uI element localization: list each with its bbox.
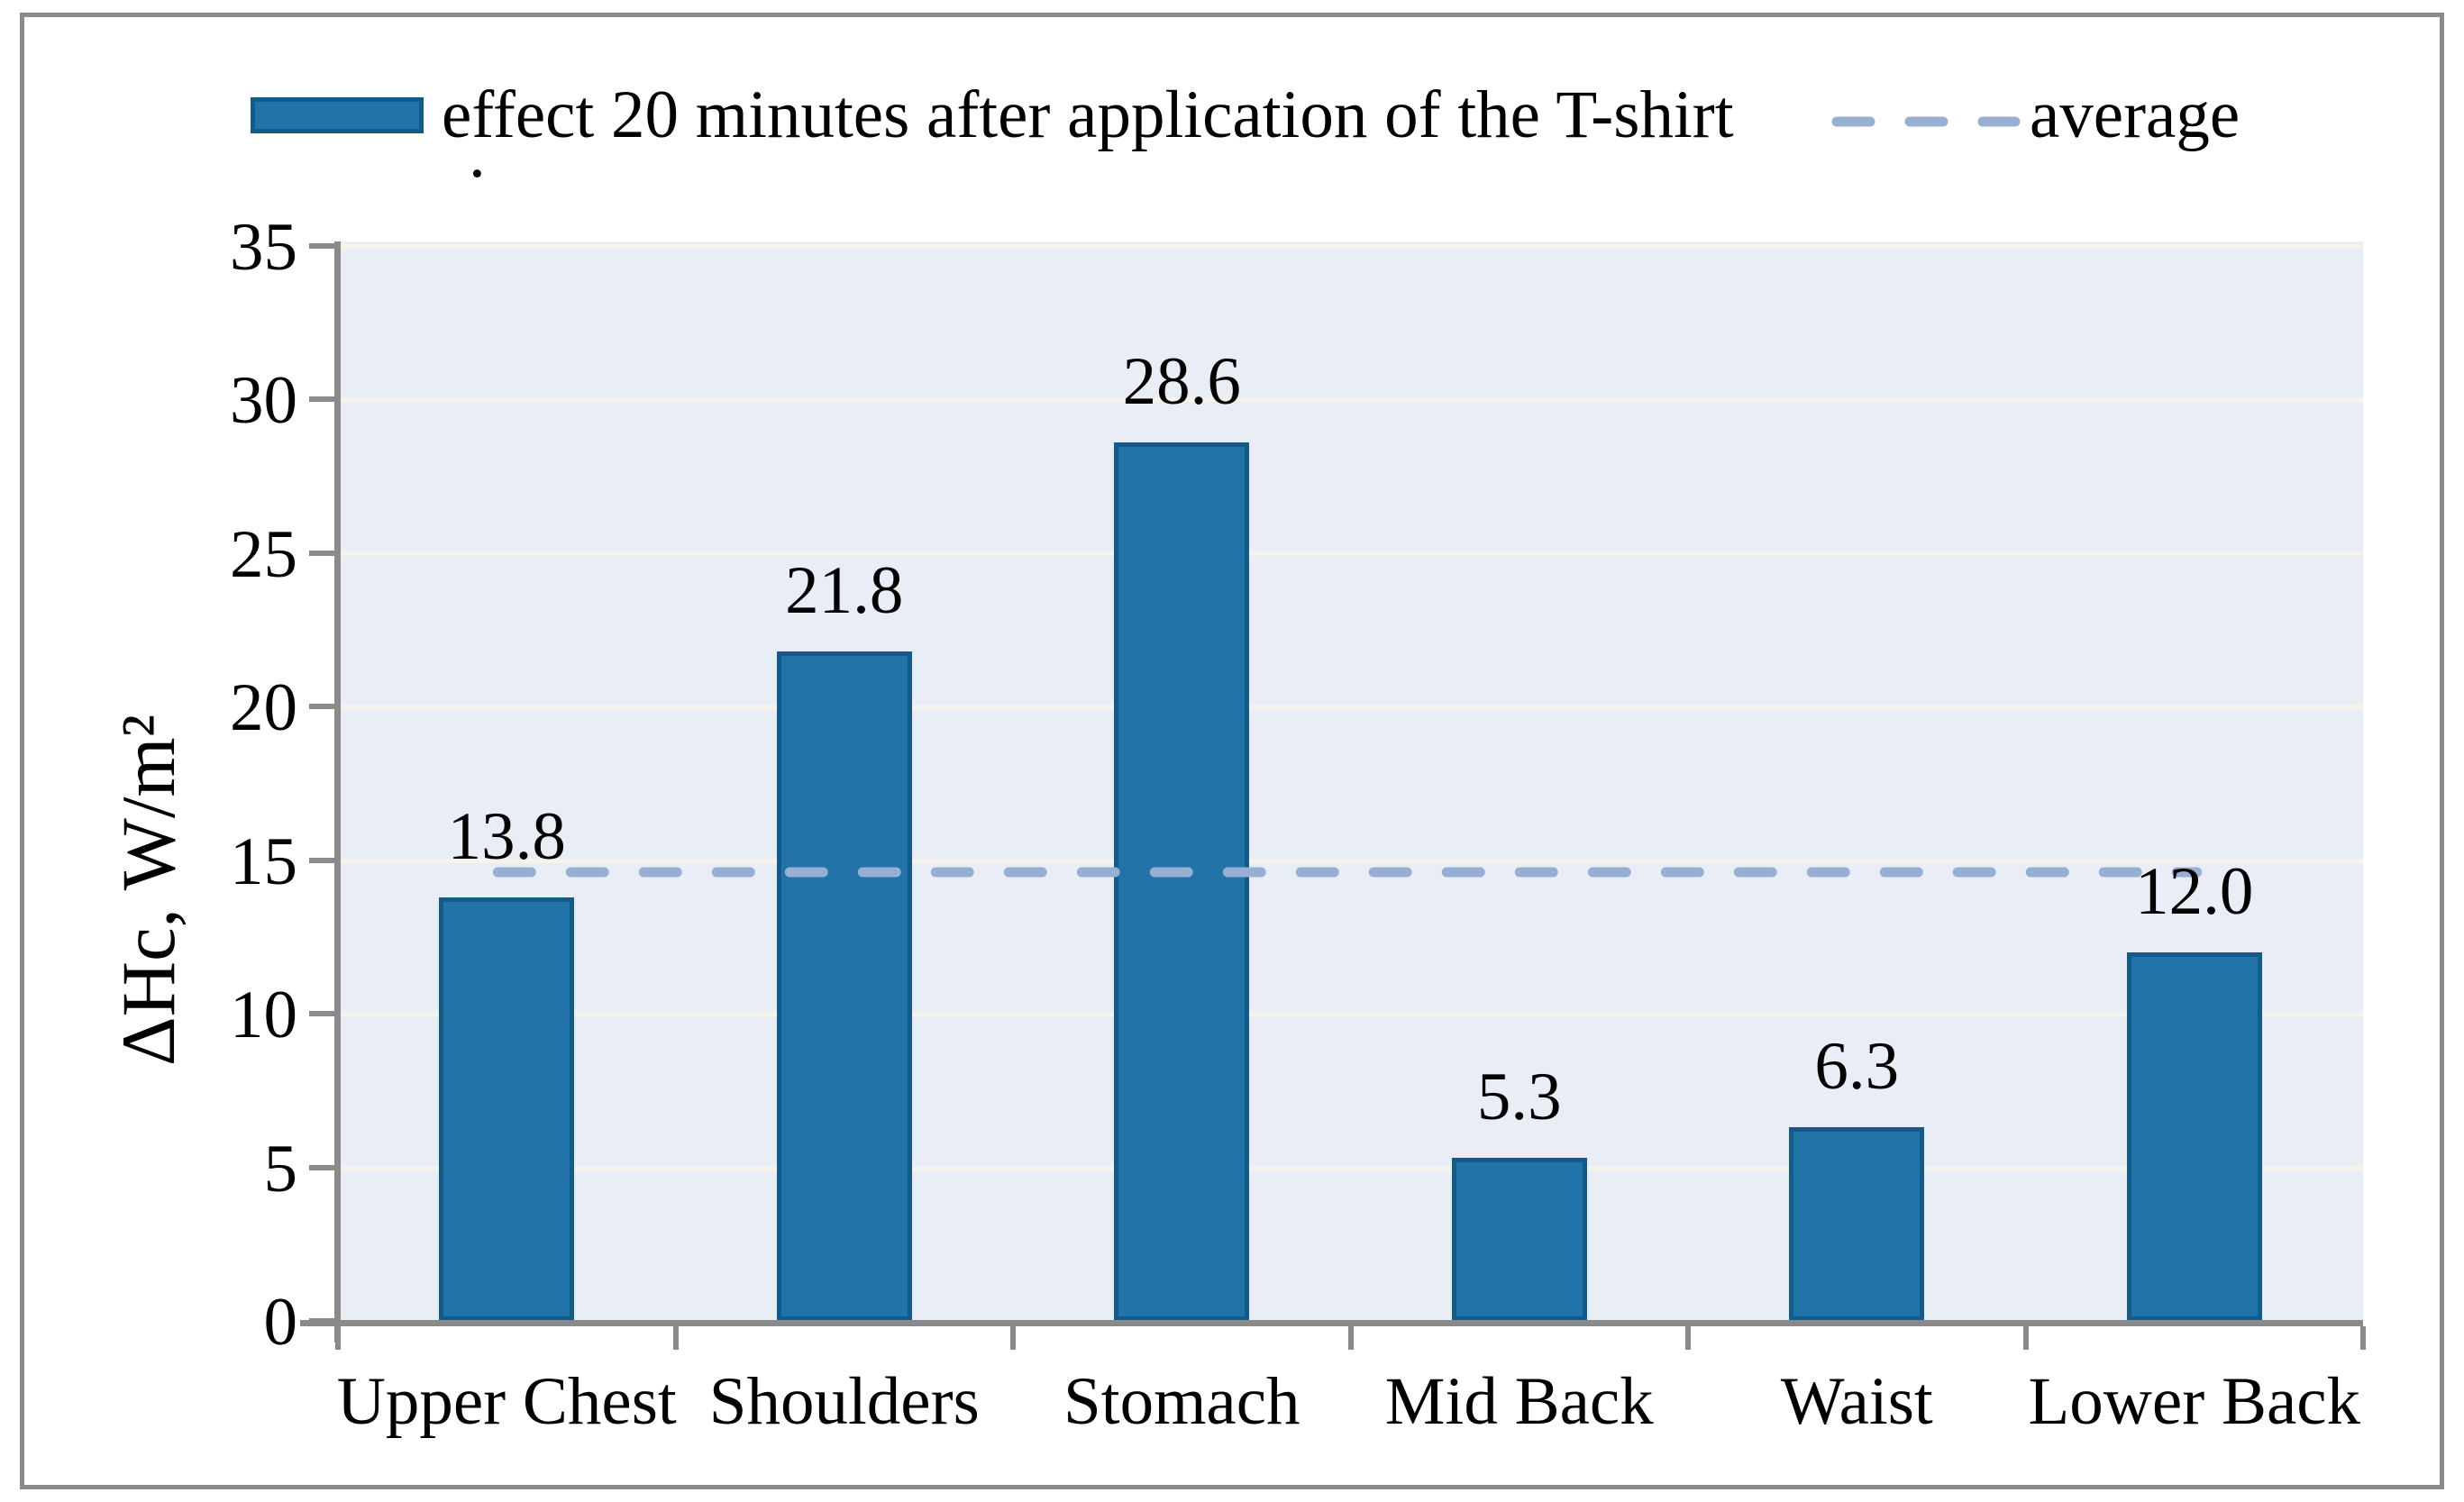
- plot-background: [338, 241, 2363, 1321]
- bar: [2126, 951, 2262, 1321]
- y-tick-mark: [309, 1318, 334, 1324]
- y-tick-mark: [309, 243, 334, 249]
- gridline: [338, 1012, 2363, 1017]
- y-tick-label: 35: [230, 210, 297, 285]
- x-category-label: Stomach: [1063, 1364, 1300, 1439]
- y-tick-label: 25: [230, 516, 297, 592]
- x-axis-line: [300, 1320, 2363, 1326]
- average-line: [492, 867, 2203, 878]
- gridline: [338, 397, 2363, 403]
- x-tick-mark: [2022, 1326, 2029, 1350]
- x-tick-mark: [1347, 1326, 1354, 1350]
- y-tick-mark: [309, 857, 334, 863]
- y-axis-line: [334, 241, 341, 1343]
- y-tick-label: 30: [230, 363, 297, 439]
- x-category-label: Mid Back: [1384, 1364, 1654, 1439]
- gridline: [338, 551, 2363, 556]
- x-category-label: Waist: [1780, 1364, 1933, 1439]
- x-tick-mark: [1685, 1326, 1691, 1350]
- bar: [776, 651, 912, 1321]
- y-tick-mark: [309, 1164, 334, 1170]
- y-tick-mark: [309, 704, 334, 710]
- gridline: [338, 1165, 2363, 1170]
- x-tick-mark: [1010, 1326, 1016, 1350]
- bar-value-label: 21.8: [785, 552, 904, 628]
- y-tick-label: 10: [230, 978, 297, 1053]
- bar-value-label: 6.3: [1814, 1029, 1900, 1105]
- bar-value-label: 13.8: [447, 798, 566, 874]
- y-tick-label: 20: [230, 670, 297, 746]
- y-tick-label: 15: [230, 824, 297, 899]
- x-tick-mark: [672, 1326, 679, 1350]
- bar-value-label: 12.0: [2135, 853, 2254, 929]
- x-category-label: Upper Chest: [336, 1364, 677, 1439]
- bar: [439, 897, 575, 1321]
- x-tick-mark: [335, 1326, 341, 1350]
- gridline: [338, 705, 2363, 710]
- figure-border: [20, 13, 2444, 1489]
- legend-bar-swatch-icon: [251, 97, 424, 133]
- bar-value-label: 28.6: [1122, 344, 1241, 420]
- x-category-label: Lower Back: [2028, 1364, 2361, 1439]
- bar: [1451, 1158, 1587, 1321]
- y-tick-label: 5: [263, 1131, 298, 1206]
- y-tick-label: 0: [263, 1285, 298, 1360]
- x-tick-mark: [2360, 1326, 2366, 1350]
- x-category-label: Shoulders: [708, 1364, 980, 1439]
- gridline: [338, 244, 2363, 249]
- legend-series-label: effect 20 minutes after application of t…: [442, 77, 1734, 152]
- y-tick-mark: [309, 550, 334, 556]
- y-tick-mark: [309, 1011, 334, 1017]
- legend-average-label: average: [2030, 77, 2240, 152]
- gridline: [338, 858, 2363, 863]
- bar: [1789, 1127, 1925, 1321]
- legend-average-dash-icon: [1831, 116, 2021, 127]
- bar-value-label: 5.3: [1476, 1060, 1562, 1135]
- bar: [1114, 442, 1250, 1321]
- y-tick-mark: [309, 396, 334, 403]
- stray-period: .: [469, 117, 486, 192]
